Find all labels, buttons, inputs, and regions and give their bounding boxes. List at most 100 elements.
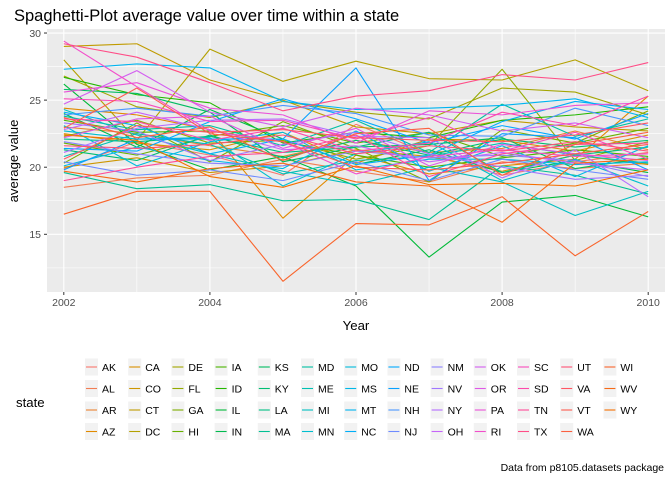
series-line-TN bbox=[63, 134, 649, 182]
legend-item-IL: IL bbox=[214, 401, 241, 419]
legend-label-VT: VT bbox=[577, 405, 591, 417]
legend-item-NH: NH bbox=[387, 401, 420, 419]
legend-item-WV: WV bbox=[603, 380, 637, 397]
legend-label-SD: SD bbox=[534, 383, 549, 395]
legend-label-ME: ME bbox=[318, 383, 334, 395]
series-line-SC bbox=[63, 98, 649, 160]
legend-item-NJ: NJ bbox=[387, 423, 417, 440]
legend-item-ND: ND bbox=[387, 358, 420, 376]
legend-label-CA: CA bbox=[145, 362, 160, 374]
legend-item-NM: NM bbox=[430, 358, 464, 376]
legend-item-CT: CT bbox=[128, 401, 160, 419]
legend-label-MN: MN bbox=[318, 426, 334, 438]
legend-label-FL: FL bbox=[188, 383, 200, 395]
series-line-NJ bbox=[63, 158, 649, 182]
legend-label-SC: SC bbox=[534, 362, 549, 374]
y-tick-label: 25 bbox=[29, 95, 41, 107]
series-line-OK bbox=[63, 70, 649, 139]
legend-label-MA: MA bbox=[275, 426, 291, 438]
legend-label-MT: MT bbox=[361, 405, 377, 417]
legend-item-MT: MT bbox=[344, 401, 377, 419]
series-line-NE bbox=[63, 67, 649, 182]
legend-label-NY: NY bbox=[448, 405, 463, 417]
legend-label-TN: TN bbox=[534, 405, 548, 417]
legend-label-MO: MO bbox=[361, 362, 378, 374]
legend-title: state bbox=[16, 395, 45, 410]
legend-label-GA: GA bbox=[188, 405, 203, 417]
legend-label-AR: AR bbox=[102, 405, 117, 417]
legend-label-WI: WI bbox=[620, 362, 633, 374]
legend-item-MD: MD bbox=[301, 358, 335, 376]
x-tick-label: 2008 bbox=[490, 297, 514, 309]
legend-item-VA: VA bbox=[560, 380, 590, 397]
legend-item-OH: OH bbox=[430, 423, 463, 440]
series-line-MO bbox=[63, 125, 649, 171]
legend-item-MI: MI bbox=[301, 401, 330, 419]
legend-item-GA: GA bbox=[171, 401, 204, 419]
legend-item-WA: WA bbox=[560, 423, 594, 440]
legend-item-IN: IN bbox=[214, 423, 242, 440]
series-line-PA bbox=[63, 82, 649, 144]
legend-label-AK: AK bbox=[102, 362, 116, 374]
legend-item-IA: IA bbox=[214, 358, 242, 376]
legend-label-LA: LA bbox=[275, 405, 288, 417]
series-line-WI bbox=[63, 190, 649, 282]
legend-label-ND: ND bbox=[404, 362, 420, 374]
legend-label-WV: WV bbox=[620, 383, 637, 395]
legend-item-OK: OK bbox=[473, 358, 506, 376]
legend-item-FL: FL bbox=[171, 380, 201, 397]
legend-item-RI: RI bbox=[473, 423, 501, 440]
legend-item-KY: KY bbox=[257, 380, 289, 397]
legend-label-MI: MI bbox=[318, 405, 330, 417]
legend-item-TX: TX bbox=[517, 423, 547, 440]
legend-label-TX: TX bbox=[534, 426, 547, 438]
y-tick-label: 30 bbox=[29, 28, 41, 40]
series-lines bbox=[63, 40, 649, 282]
legend-item-NE: NE bbox=[387, 380, 419, 397]
legend-item-VT: VT bbox=[560, 401, 591, 419]
x-tick-label: 2002 bbox=[52, 297, 76, 309]
legend-label-OK: OK bbox=[491, 362, 506, 374]
legend-label-HI: HI bbox=[188, 426, 199, 438]
legend-item-NY: NY bbox=[430, 401, 463, 419]
legend-item-MN: MN bbox=[301, 423, 334, 440]
legend-label-IA: IA bbox=[232, 362, 242, 374]
series-line-WV bbox=[63, 158, 649, 223]
legend-label-NV: NV bbox=[448, 383, 463, 395]
legend-label-WA: WA bbox=[577, 426, 594, 438]
legend-label-CT: CT bbox=[145, 405, 160, 417]
legend-label-PA: PA bbox=[491, 405, 504, 417]
legend-item-AL: AL bbox=[85, 380, 115, 397]
legend-label-NJ: NJ bbox=[404, 426, 417, 438]
series-line-CT bbox=[63, 43, 649, 135]
legend-item-AR: AR bbox=[85, 401, 117, 419]
legend-item-WI: WI bbox=[603, 358, 633, 376]
chart-caption: Data from p8105.datasets package bbox=[501, 462, 665, 474]
legend-item-LA: LA bbox=[257, 401, 288, 419]
series-line-UT bbox=[63, 134, 649, 155]
legend-label-ID: ID bbox=[232, 383, 243, 395]
x-tick-label: 2006 bbox=[344, 297, 368, 309]
legend-label-IL: IL bbox=[232, 405, 241, 417]
series-line-TX bbox=[63, 43, 649, 112]
series-line-LA bbox=[63, 131, 649, 174]
legend-item-CA: CA bbox=[128, 358, 160, 376]
series-line-VT bbox=[63, 87, 649, 171]
legend-item-ME: ME bbox=[301, 380, 334, 397]
legend-item-DC: DC bbox=[128, 423, 161, 440]
legend-label-KS: KS bbox=[275, 362, 289, 374]
series-line-NV bbox=[63, 122, 649, 180]
legend-label-VA: VA bbox=[577, 383, 590, 395]
legend-label-MS: MS bbox=[361, 383, 377, 395]
y-axis: 15 20 25 30 bbox=[29, 28, 47, 241]
y-axis-label: average value bbox=[6, 120, 21, 203]
series-line-IA bbox=[63, 119, 649, 168]
legend-item-KS: KS bbox=[257, 358, 289, 376]
legend-label-CO: CO bbox=[145, 383, 161, 395]
series-line-WA bbox=[63, 117, 649, 176]
legend-label-KY: KY bbox=[275, 383, 289, 395]
legend-item-MA: MA bbox=[257, 423, 291, 440]
legend-label-DE: DE bbox=[188, 362, 203, 374]
